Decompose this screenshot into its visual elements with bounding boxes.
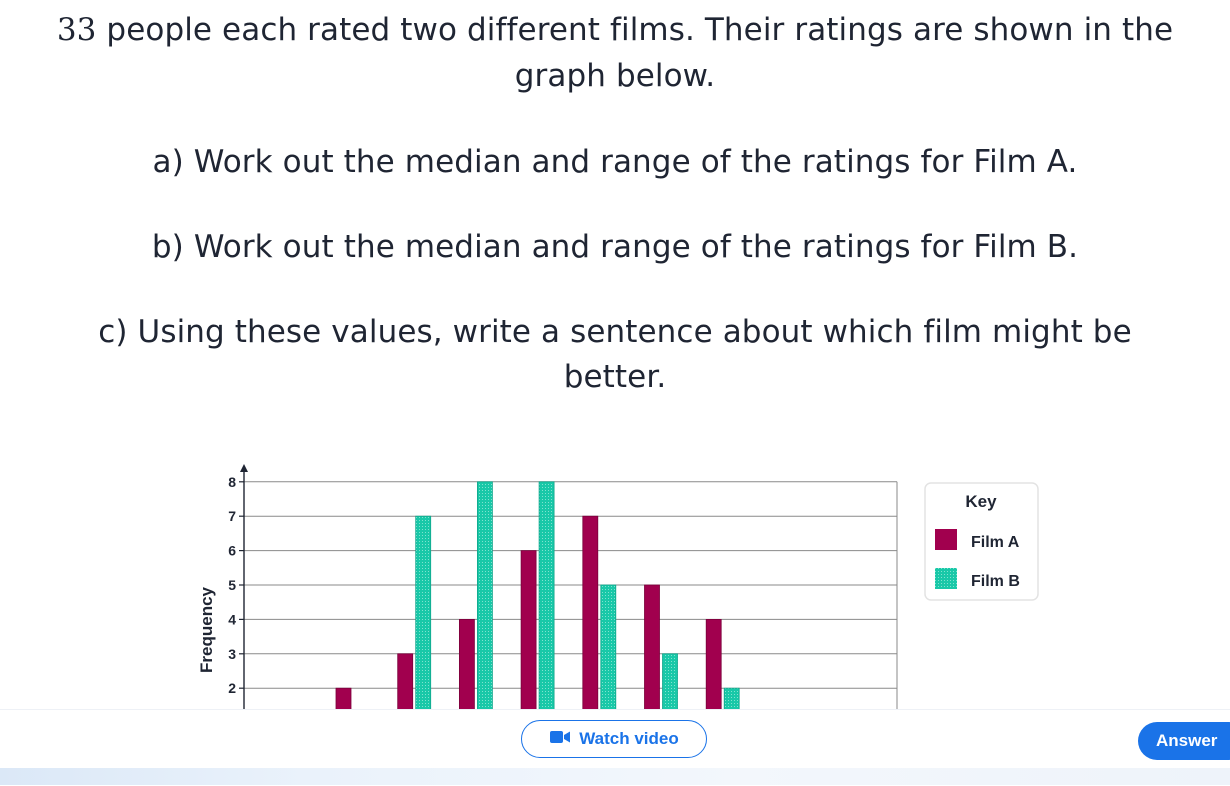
bar-film-b-2: [415, 515, 432, 712]
y-tick-label-4: 4: [228, 611, 236, 627]
bar-film-a-5: [582, 515, 599, 712]
y-tick-label-2: 2: [228, 680, 236, 696]
legend-label-film-a: Film A: [971, 534, 1020, 551]
bar-film-b-3: [476, 481, 493, 712]
watch-video-label: Watch video: [579, 729, 679, 748]
question-intro-line2: graph below.: [514, 58, 716, 94]
legend-swatch-film-b: [935, 568, 957, 589]
chart-y-axis: 2 3 4 5 6 7 8: [228, 464, 248, 712]
question-part-c-line1: c) Using these values, write a sentence …: [98, 314, 1132, 350]
bar-film-a-6: [644, 584, 660, 712]
y-tick-label-7: 7: [228, 508, 236, 524]
legend-swatch-film-a: [935, 529, 957, 550]
watch-video-button[interactable]: Watch video: [521, 720, 707, 758]
question-part-b: b) Work out the median and range of the …: [151, 229, 1079, 265]
y-axis-label: Frequency: [197, 586, 216, 673]
bar-film-a-2: [397, 653, 414, 712]
bar-film-a-3: [458, 618, 475, 712]
question-intro-line1: 33 people each rated two different films…: [0, 10, 1230, 51]
bar-film-a-7: [705, 618, 722, 712]
y-tick-label-6: 6: [228, 543, 236, 559]
question-part-c-line2: better.: [563, 359, 667, 395]
legend-label-film-b: Film B: [971, 573, 1020, 590]
legend-title: Key: [965, 492, 997, 511]
bar-film-a-4: [520, 550, 537, 712]
answer-button[interactable]: Answer: [1138, 722, 1230, 760]
question-part-a: a) Work out the median and range of the …: [152, 144, 1078, 180]
y-tick-label-5: 5: [228, 577, 236, 593]
y-tick-label-3: 3: [228, 646, 236, 662]
chart-grid: [244, 481, 898, 712]
question-intro-text: people each rated two different films. T…: [96, 12, 1174, 48]
chart-bars: [335, 481, 740, 712]
y-axis-arrow-icon: [240, 464, 248, 472]
bar-film-b-4: [538, 481, 555, 712]
y-tick-label-8: 8: [228, 474, 236, 490]
frequency-bar-chart: 2 3 4 5 6 7 8 Frequency Key Film A Film B: [197, 464, 1039, 712]
video-camera-icon: [549, 729, 571, 749]
bottom-gradient-band: [0, 768, 1230, 785]
question-count: 33: [56, 12, 97, 48]
answer-label: Answer: [1156, 731, 1218, 750]
chart-legend: Key Film A Film B: [924, 482, 1039, 601]
bar-film-b-6: [662, 653, 678, 712]
bar-film-b-5: [600, 584, 617, 712]
